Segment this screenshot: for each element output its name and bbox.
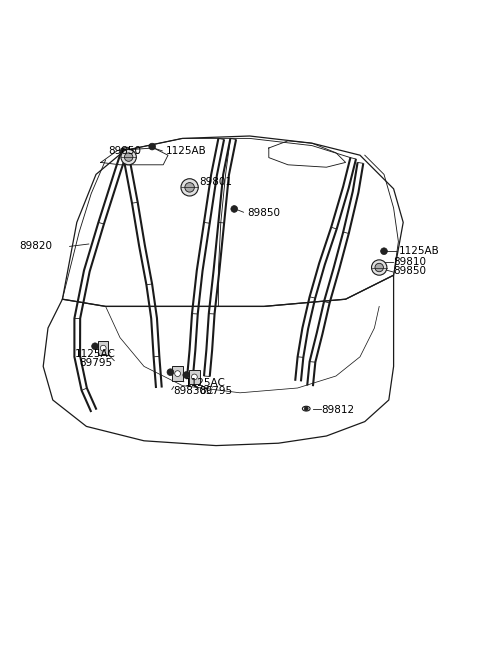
Text: 89850: 89850 [108, 146, 142, 156]
Bar [172, 367, 183, 380]
Text: 89812: 89812 [322, 405, 355, 415]
Text: 89795: 89795 [199, 386, 232, 396]
Text: 89820: 89820 [19, 241, 52, 251]
Circle shape [381, 248, 387, 255]
Circle shape [192, 374, 197, 380]
Ellipse shape [302, 406, 310, 411]
Circle shape [175, 371, 180, 377]
Bar [189, 370, 200, 384]
Bar [98, 341, 108, 356]
Circle shape [372, 260, 387, 276]
Circle shape [375, 263, 384, 272]
Text: 89810: 89810 [394, 256, 427, 267]
Text: 89801: 89801 [199, 176, 232, 186]
Text: 1125AC: 1125AC [185, 379, 226, 388]
Circle shape [231, 205, 238, 213]
Text: 89830C: 89830C [173, 386, 213, 396]
Circle shape [185, 182, 194, 192]
Circle shape [121, 150, 136, 165]
Circle shape [167, 369, 174, 375]
Text: 1125AB: 1125AB [398, 246, 439, 256]
Circle shape [304, 407, 308, 411]
Text: 89850: 89850 [247, 208, 280, 218]
Circle shape [181, 178, 198, 196]
Circle shape [92, 343, 98, 350]
Text: 89850: 89850 [394, 266, 427, 276]
Circle shape [100, 345, 106, 351]
Text: 1125AC: 1125AC [74, 350, 115, 359]
Text: 1125AB: 1125AB [166, 146, 206, 156]
Circle shape [149, 143, 156, 150]
Text: 89795: 89795 [79, 358, 112, 367]
Circle shape [183, 372, 190, 379]
Circle shape [124, 153, 133, 161]
